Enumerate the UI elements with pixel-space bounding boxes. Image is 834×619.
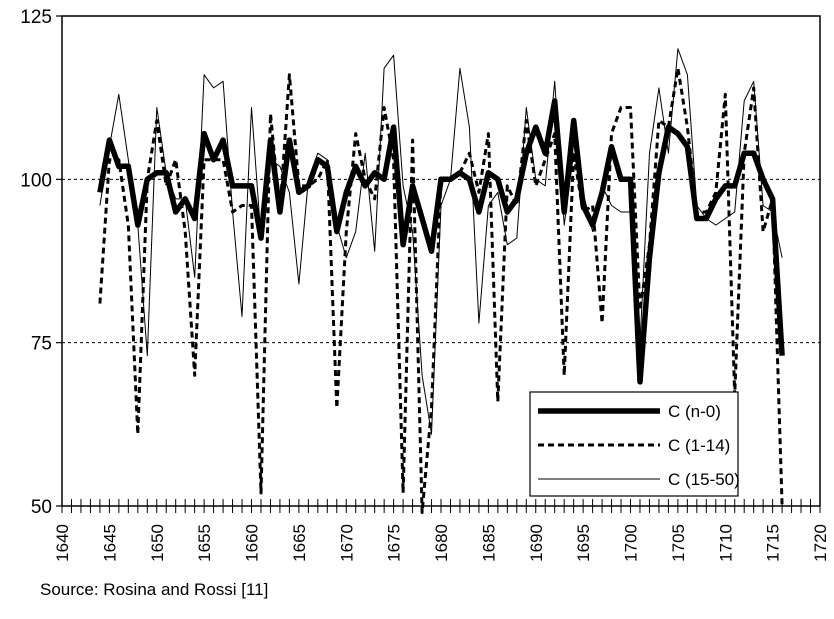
x-tick-label: 1665 [290, 524, 309, 562]
y-tick-label: 50 [31, 497, 52, 518]
x-tick-label: 1695 [574, 524, 593, 562]
y-tick-label: 125 [20, 7, 52, 28]
x-tick-label: 1715 [764, 524, 783, 562]
x-tick-label: 1645 [100, 524, 119, 562]
x-tick-label: 1670 [337, 524, 356, 562]
x-tick-label: 1720 [811, 524, 830, 562]
legend-label: C (n-0) [668, 402, 721, 421]
legend-label: C (15-50) [668, 470, 740, 489]
series-line-3 [99, 48, 783, 435]
x-tick-label: 1650 [148, 524, 167, 562]
x-tick-label: 1655 [195, 524, 214, 562]
x-tick-label: 1640 [53, 524, 72, 562]
series-line-1 [97, 98, 785, 385]
source-note: Source: Rosina and Rossi [11] [40, 580, 269, 599]
x-tick-label: 1685 [479, 524, 498, 562]
x-tick-label: 1690 [527, 524, 546, 562]
x-tick-label: 1700 [622, 524, 641, 562]
x-tick-label: 1705 [669, 524, 688, 562]
x-tick-label: 1660 [243, 524, 262, 562]
legend-label: C (1-14) [668, 436, 730, 455]
x-tick-label: 1680 [432, 524, 451, 562]
x-tick-label: 1675 [385, 524, 404, 562]
y-tick-label: 75 [31, 334, 52, 355]
x-tick-label: 1710 [716, 524, 735, 562]
y-tick-label: 100 [20, 170, 52, 191]
